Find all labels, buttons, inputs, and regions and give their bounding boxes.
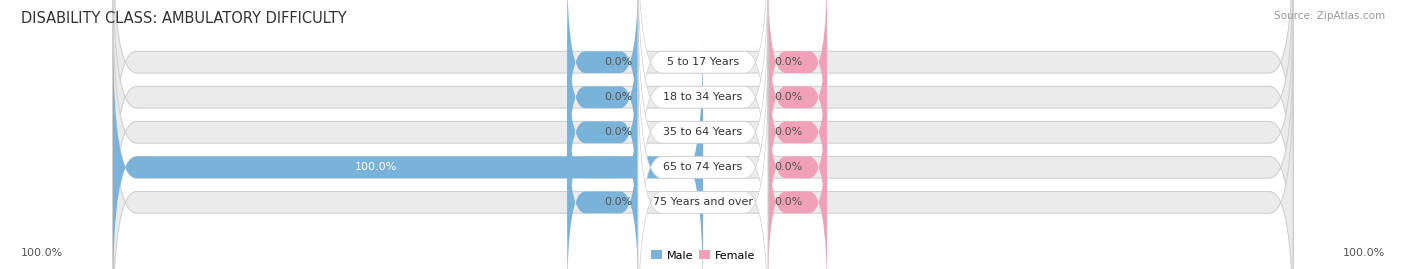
FancyBboxPatch shape <box>638 3 768 261</box>
Text: 5 to 17 Years: 5 to 17 Years <box>666 57 740 67</box>
Text: 100.0%: 100.0% <box>21 248 63 258</box>
FancyBboxPatch shape <box>112 3 1294 261</box>
Text: 35 to 64 Years: 35 to 64 Years <box>664 127 742 137</box>
FancyBboxPatch shape <box>768 73 827 261</box>
Text: 65 to 74 Years: 65 to 74 Years <box>664 162 742 172</box>
Text: 0.0%: 0.0% <box>773 57 801 67</box>
Text: 18 to 34 Years: 18 to 34 Years <box>664 92 742 102</box>
Text: 100.0%: 100.0% <box>354 162 396 172</box>
Text: Source: ZipAtlas.com: Source: ZipAtlas.com <box>1274 11 1385 21</box>
Text: 0.0%: 0.0% <box>773 162 801 172</box>
Text: 0.0%: 0.0% <box>605 92 633 102</box>
FancyBboxPatch shape <box>638 38 768 269</box>
Text: 100.0%: 100.0% <box>1343 248 1385 258</box>
Text: 0.0%: 0.0% <box>773 127 801 137</box>
FancyBboxPatch shape <box>768 0 827 157</box>
FancyBboxPatch shape <box>768 38 827 226</box>
FancyBboxPatch shape <box>567 3 638 192</box>
FancyBboxPatch shape <box>638 73 768 269</box>
FancyBboxPatch shape <box>567 38 638 226</box>
Text: 0.0%: 0.0% <box>605 197 633 207</box>
FancyBboxPatch shape <box>768 108 827 269</box>
FancyBboxPatch shape <box>112 38 1294 269</box>
FancyBboxPatch shape <box>567 73 638 261</box>
Text: DISABILITY CLASS: AMBULATORY DIFFICULTY: DISABILITY CLASS: AMBULATORY DIFFICULTY <box>21 11 347 26</box>
Text: 75 Years and over: 75 Years and over <box>652 197 754 207</box>
FancyBboxPatch shape <box>567 0 638 157</box>
Text: 0.0%: 0.0% <box>773 92 801 102</box>
Text: 0.0%: 0.0% <box>605 57 633 67</box>
FancyBboxPatch shape <box>638 0 768 226</box>
FancyBboxPatch shape <box>112 73 1294 269</box>
FancyBboxPatch shape <box>112 38 703 269</box>
Text: 0.0%: 0.0% <box>605 127 633 137</box>
FancyBboxPatch shape <box>768 3 827 192</box>
FancyBboxPatch shape <box>112 0 1294 226</box>
Legend: Male, Female: Male, Female <box>647 246 759 265</box>
Text: 0.0%: 0.0% <box>773 197 801 207</box>
FancyBboxPatch shape <box>567 108 638 269</box>
FancyBboxPatch shape <box>638 0 768 192</box>
FancyBboxPatch shape <box>112 0 1294 192</box>
